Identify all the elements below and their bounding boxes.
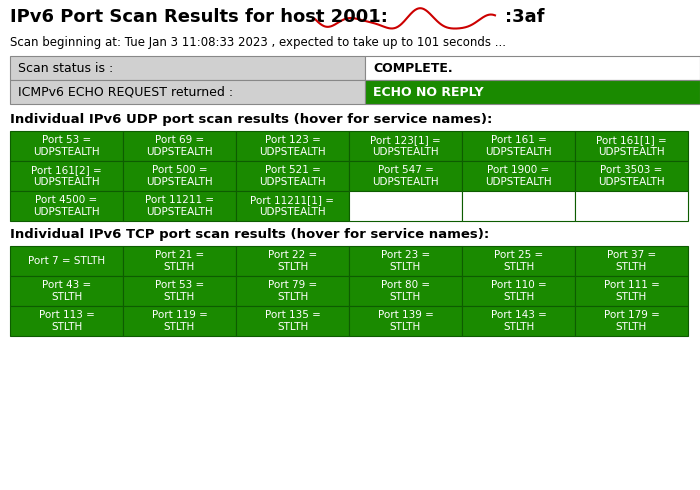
Bar <box>123 161 236 191</box>
Text: Scan status is :: Scan status is : <box>18 62 113 74</box>
Text: Port 3503 =
UDPSTEALTH: Port 3503 = UDPSTEALTH <box>598 165 665 187</box>
Text: Scan beginning at: Tue Jan 3 11:08:33 2023 , expected to take up to 101 seconds : Scan beginning at: Tue Jan 3 11:08:33 20… <box>10 36 506 49</box>
Bar <box>10 306 123 336</box>
Text: ECHO NO REPLY: ECHO NO REPLY <box>373 85 484 98</box>
Bar <box>575 161 688 191</box>
Bar <box>349 191 462 221</box>
Text: Port 25 =
STLTH: Port 25 = STLTH <box>494 250 543 272</box>
Text: ICMPv6 ECHO REQUEST returned :: ICMPv6 ECHO REQUEST returned : <box>18 85 233 98</box>
Bar <box>462 191 575 221</box>
Bar <box>10 80 365 104</box>
Bar <box>236 131 349 161</box>
Text: Individual IPv6 TCP port scan results (hover for service names):: Individual IPv6 TCP port scan results (h… <box>10 228 489 241</box>
Text: Port 110 =
STLTH: Port 110 = STLTH <box>491 280 547 302</box>
Bar <box>575 191 688 221</box>
Bar <box>575 306 688 336</box>
Bar <box>123 131 236 161</box>
Text: Port 135 =
STLTH: Port 135 = STLTH <box>265 310 321 332</box>
Bar <box>10 131 123 161</box>
Text: Port 21 =
STLTH: Port 21 = STLTH <box>155 250 204 272</box>
Text: Port 7 = STLTH: Port 7 = STLTH <box>28 256 105 266</box>
Text: Port 23 =
STLTH: Port 23 = STLTH <box>381 250 430 272</box>
Bar <box>349 131 462 161</box>
Bar <box>575 131 688 161</box>
Bar <box>10 246 123 276</box>
Text: Port 80 =
STLTH: Port 80 = STLTH <box>381 280 430 302</box>
Text: Port 521 =
UDPSTEALTH: Port 521 = UDPSTEALTH <box>259 165 326 187</box>
Text: Port 11211[1] =
UDPSTEALTH: Port 11211[1] = UDPSTEALTH <box>251 195 335 217</box>
Bar <box>462 276 575 306</box>
Bar <box>349 246 462 276</box>
Bar <box>575 276 688 306</box>
Bar <box>462 161 575 191</box>
Text: Port 161[1] =
UDPSTEALTH: Port 161[1] = UDPSTEALTH <box>596 135 667 157</box>
Text: Port 547 =
UDPSTEALTH: Port 547 = UDPSTEALTH <box>372 165 439 187</box>
Bar <box>365 56 700 80</box>
Bar <box>349 161 462 191</box>
Text: Port 179 =
STLTH: Port 179 = STLTH <box>603 310 659 332</box>
Text: Port 37 =
STLTH: Port 37 = STLTH <box>607 250 656 272</box>
Text: Port 161[2] =
UDPSTEALTH: Port 161[2] = UDPSTEALTH <box>31 165 102 187</box>
Bar <box>236 191 349 221</box>
Bar <box>10 276 123 306</box>
Bar <box>10 161 123 191</box>
Bar <box>462 306 575 336</box>
Text: Port 4500 =
UDPSTEALTH: Port 4500 = UDPSTEALTH <box>33 195 100 217</box>
Bar <box>10 191 123 221</box>
Bar <box>123 246 236 276</box>
Text: Port 113 =
STLTH: Port 113 = STLTH <box>38 310 95 332</box>
Text: Port 53 =
STLTH: Port 53 = STLTH <box>155 280 204 302</box>
Text: Port 11211 =
UDPSTEALTH: Port 11211 = UDPSTEALTH <box>145 195 214 217</box>
Text: IPv6 Port Scan Results for host 2001:: IPv6 Port Scan Results for host 2001: <box>10 8 388 26</box>
Bar <box>10 56 365 80</box>
Bar <box>236 161 349 191</box>
Bar <box>236 306 349 336</box>
Text: Port 43 =
STLTH: Port 43 = STLTH <box>42 280 91 302</box>
Text: Port 123[1] =
UDPSTEALTH: Port 123[1] = UDPSTEALTH <box>370 135 441 157</box>
Text: Port 53 =
UDPSTEALTH: Port 53 = UDPSTEALTH <box>33 135 100 157</box>
Bar <box>349 306 462 336</box>
Text: :3af: :3af <box>505 8 545 26</box>
Bar <box>123 191 236 221</box>
Text: COMPLETE.: COMPLETE. <box>373 62 453 74</box>
Text: Port 500 =
UDPSTEALTH: Port 500 = UDPSTEALTH <box>146 165 213 187</box>
Text: Port 119 =
STLTH: Port 119 = STLTH <box>152 310 207 332</box>
Bar <box>349 276 462 306</box>
Bar <box>575 246 688 276</box>
Text: Individual IPv6 UDP port scan results (hover for service names):: Individual IPv6 UDP port scan results (h… <box>10 113 492 126</box>
Bar <box>123 306 236 336</box>
Text: Port 123 =
UDPSTEALTH: Port 123 = UDPSTEALTH <box>259 135 326 157</box>
Bar <box>123 276 236 306</box>
Text: Port 139 =
STLTH: Port 139 = STLTH <box>377 310 433 332</box>
Text: Port 111 =
STLTH: Port 111 = STLTH <box>603 280 659 302</box>
Text: Port 22 =
STLTH: Port 22 = STLTH <box>268 250 317 272</box>
Bar <box>236 246 349 276</box>
Text: Port 143 =
STLTH: Port 143 = STLTH <box>491 310 547 332</box>
Bar <box>462 246 575 276</box>
Bar <box>236 276 349 306</box>
Bar <box>365 80 700 104</box>
Text: Port 1900 =
UDPSTEALTH: Port 1900 = UDPSTEALTH <box>485 165 552 187</box>
Text: Port 161 =
UDPSTEALTH: Port 161 = UDPSTEALTH <box>485 135 552 157</box>
Bar <box>462 131 575 161</box>
Text: Port 69 =
UDPSTEALTH: Port 69 = UDPSTEALTH <box>146 135 213 157</box>
Text: Port 79 =
STLTH: Port 79 = STLTH <box>268 280 317 302</box>
